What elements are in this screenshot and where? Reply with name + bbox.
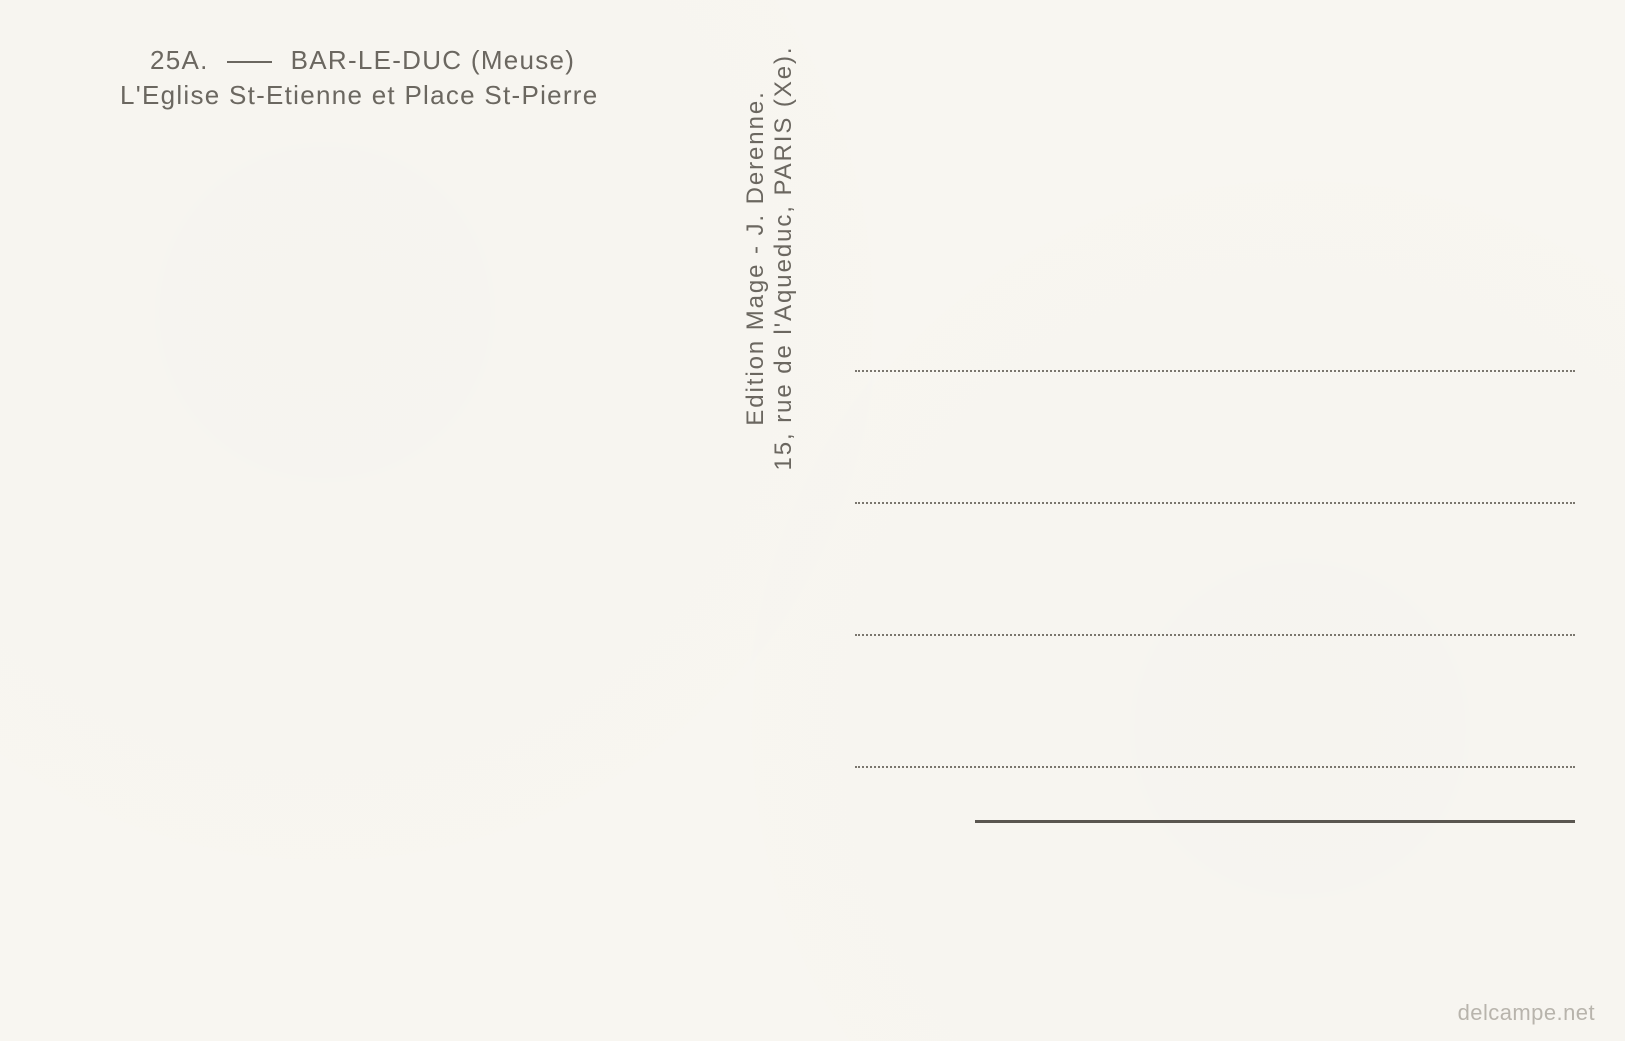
address-line bbox=[855, 502, 1575, 504]
separator-dash bbox=[227, 61, 272, 63]
address-area bbox=[855, 370, 1575, 768]
header-line-1: 25A. BAR-LE-DUC (Meuse) bbox=[150, 45, 598, 76]
publisher-line-1: Edition Mage - J. Derenne. bbox=[742, 0, 770, 548]
underline bbox=[975, 820, 1575, 823]
publisher-line-2: 15, rue de l'Aqueduc, PARIS (Xe). bbox=[770, 0, 798, 548]
publisher-imprint: Edition Mage - J. Derenne. 15, rue de l'… bbox=[742, 0, 798, 548]
postcard-back: 25A. BAR-LE-DUC (Meuse) L'Eglise St-Etie… bbox=[0, 0, 1625, 1041]
postcard-header: 25A. BAR-LE-DUC (Meuse) L'Eglise St-Etie… bbox=[150, 45, 598, 111]
address-line bbox=[855, 766, 1575, 768]
header-subtitle: L'Eglise St-Etienne et Place St-Pierre bbox=[120, 80, 598, 111]
address-line bbox=[855, 634, 1575, 636]
ref-number: 25A. bbox=[150, 45, 209, 75]
region-name: (Meuse) bbox=[471, 45, 575, 75]
address-line bbox=[855, 370, 1575, 372]
city-name: BAR-LE-DUC bbox=[291, 45, 463, 75]
watermark-text: delcampe.net bbox=[1458, 1000, 1595, 1026]
